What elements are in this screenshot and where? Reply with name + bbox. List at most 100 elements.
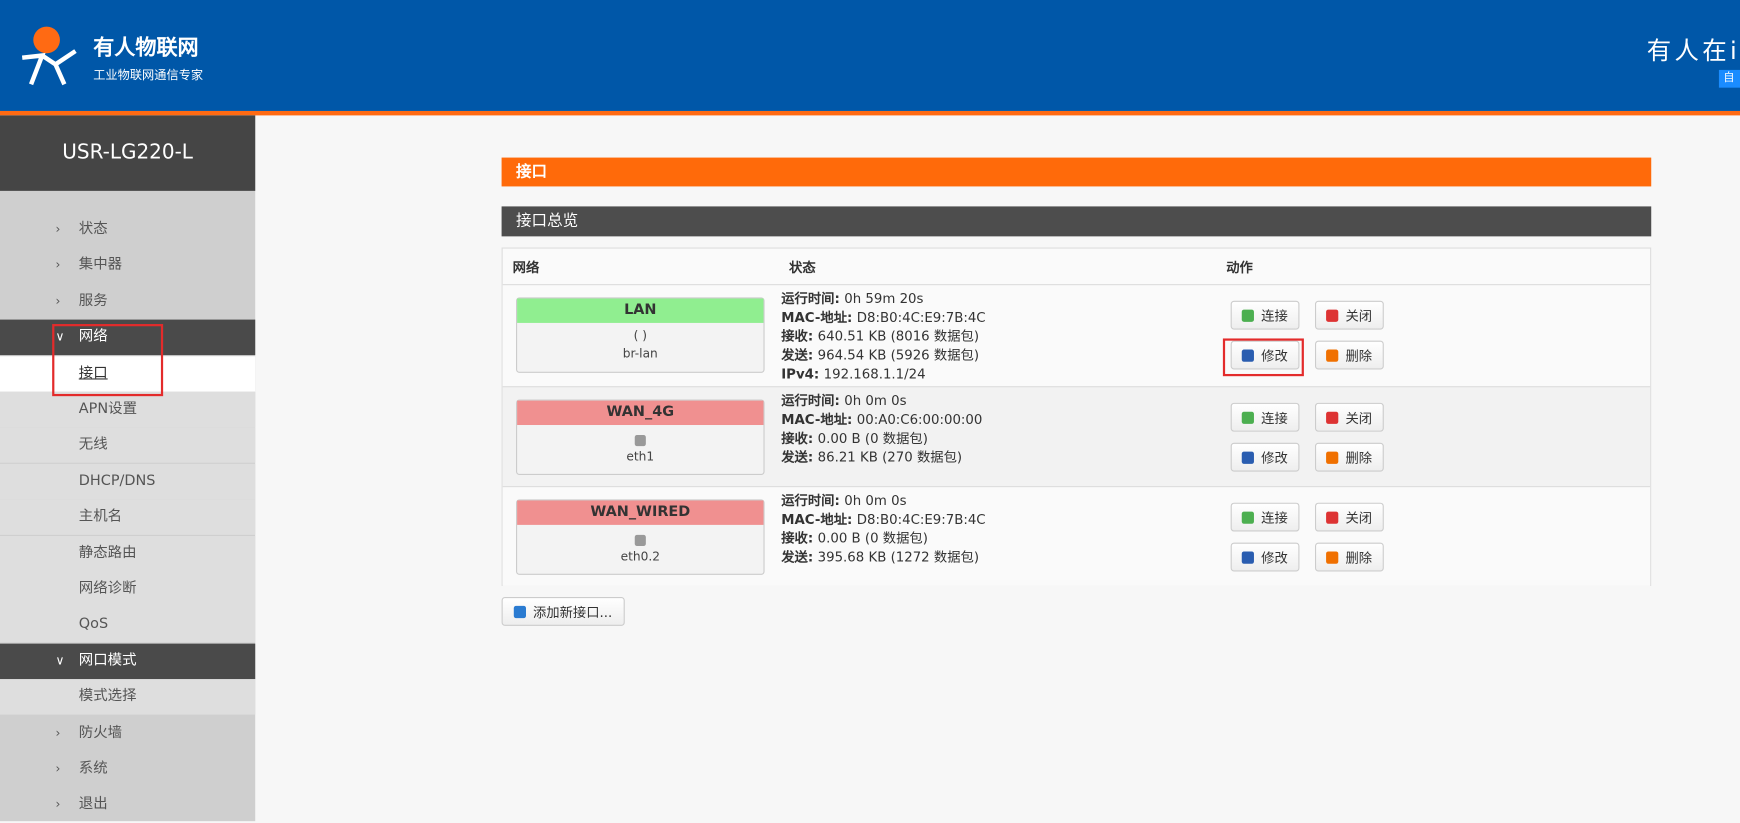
menu-label: APN设置 (78, 400, 138, 418)
menu-item[interactable]: › 退出 (0, 787, 255, 823)
action-button[interactable]: 关闭 (1314, 300, 1384, 330)
add-interface-button[interactable]: 添加新接口... (501, 597, 625, 626)
status-line: IPv4: 192.168.1.1/24 (781, 365, 985, 384)
status-key: MAC-地址: (781, 511, 853, 528)
status-line: 运行时间: 0h 0m 0s (781, 492, 985, 511)
button-icon (1326, 411, 1339, 424)
status-value: 0h 59m 20s (844, 290, 924, 307)
status-key: IPv4: (781, 366, 820, 382)
menu-item[interactable]: 接口 (0, 355, 256, 392)
menu-item[interactable]: QoS (0, 607, 256, 643)
interface-icon (634, 435, 646, 447)
menu-item[interactable]: 模式选择 (0, 679, 256, 715)
button-label: 连接 (1261, 510, 1288, 526)
status-line: 接收: 0.00 B (0 数据包) (781, 429, 982, 448)
button-label: 修改 (1261, 450, 1288, 467)
menu-label: 网络诊断 (78, 580, 137, 598)
status-key: 运行时间: (781, 392, 840, 409)
button-icon (1242, 349, 1255, 362)
menu-label: DHCP/DNS (78, 472, 156, 490)
menu-item[interactable]: › 状态 (0, 212, 255, 248)
button-label: 连接 (1261, 410, 1288, 427)
menu-label: 网口模式 (78, 652, 137, 669)
button-label: 删除 (1345, 450, 1373, 467)
table-header: 状态 (788, 259, 816, 276)
interface-name: WAN_WIRED (517, 500, 764, 525)
menu-item[interactable]: 无线 (0, 427, 256, 464)
menu-label: 服务 (78, 292, 108, 310)
status-value: 86.21 KB (270 数据包) (817, 449, 963, 465)
action-button[interactable]: 删除 (1314, 542, 1384, 572)
status-value: 0.00 B (0 数据包) (817, 530, 928, 546)
menu-item[interactable]: › 集中器 (0, 248, 255, 284)
status-value: 0.00 B (0 数据包) (817, 430, 928, 447)
page-title: 接口 (501, 157, 1652, 187)
button-label: 修改 (1261, 550, 1288, 566)
button-icon (1242, 551, 1255, 564)
status-value: 964.54 KB (5926 数据包) (817, 347, 980, 363)
button-icon (1242, 411, 1255, 424)
interface-box: WAN_4G eth1 (516, 399, 765, 475)
menu-item[interactable]: 静态路由 (0, 535, 256, 572)
status-value: D8:B0:4C:E9:7B:4C (856, 511, 986, 528)
action-button[interactable]: 删除 (1314, 340, 1384, 370)
action-button[interactable]: 关闭 (1314, 402, 1384, 432)
action-button[interactable]: 连接 (1230, 502, 1300, 532)
menu-item[interactable]: 网络诊断 (0, 571, 256, 608)
status-key: 接收: (781, 328, 814, 345)
action-button[interactable]: 修改 (1230, 442, 1300, 472)
status: 运行时间: 0h 0m 0s MAC-地址: 00:A0:C6:00:00:00 接收:… (781, 392, 982, 467)
menu-item[interactable]: › 系统 (0, 751, 255, 787)
menu-item[interactable]: APN设置 (0, 391, 256, 428)
menu-item[interactable]: ∨ 网口模式 (0, 643, 256, 679)
menu-arrow: › (55, 293, 61, 309)
status: 运行时间: 0h 0m 0s MAC-地址: D8:B0:4C:E9:7B:4C 接收:… (781, 492, 985, 567)
action-button[interactable]: 连接 (1230, 402, 1300, 432)
status-line: 发送: 395.68 KB (1272 数据包) (781, 548, 985, 567)
button-label: 修改 (1261, 348, 1288, 364)
menu-label: 退出 (78, 796, 108, 813)
status-value: 192.168.1.1/24 (823, 366, 926, 382)
menu-item[interactable]: › 防火墙 (0, 715, 255, 751)
status-line: MAC-地址: D8:B0:4C:E9:7B:4C (781, 308, 985, 327)
status-line: MAC-地址: D8:B0:4C:E9:7B:4C (781, 510, 985, 529)
interface-device: eth1 (626, 449, 655, 464)
button-icon (1326, 309, 1339, 322)
highlight-box (52, 324, 164, 397)
status-line: 运行时间: 0h 0m 0s (781, 392, 982, 411)
menu-item[interactable]: 主机名 (0, 499, 256, 536)
add-label: 添加新接口... (532, 604, 613, 621)
action-button[interactable]: 修改 (1230, 542, 1300, 572)
button-label: 关闭 (1345, 510, 1373, 526)
menu-arrow: › (55, 761, 61, 776)
menu-item[interactable]: › 服务 (0, 284, 255, 320)
status-line: 发送: 964.54 KB (5926 数据包) (781, 346, 985, 365)
status-value: 0h 0m 0s (844, 392, 907, 409)
menu-item[interactable]: DHCP/DNS (0, 463, 256, 500)
menu-label: QoS (78, 616, 109, 633)
action-button[interactable]: 连接 (1230, 300, 1300, 330)
button-icon (1326, 511, 1339, 524)
status-line: 接收: 0.00 B (0 数据包) (781, 529, 985, 548)
header-badge[interactable]: 自 (1718, 69, 1740, 88)
status: 运行时间: 0h 59m 20s MAC-地址: D8:B0:4C:E9:7B:4C 接… (781, 290, 985, 384)
action-button[interactable]: 删除 (1314, 442, 1384, 472)
button-icon (1326, 451, 1339, 464)
interface-box: LAN ( ) br-lan (516, 297, 765, 373)
interface-name: WAN_4G (517, 400, 764, 426)
button-label: 关闭 (1345, 410, 1373, 427)
status-line: 发送: 86.21 KB (270 数据包) (781, 448, 982, 467)
status-value: 00:A0:C6:00:00:00 (856, 411, 983, 428)
menu-arrow: › (55, 725, 61, 740)
status-key: 发送: (781, 449, 814, 465)
action-button[interactable]: 关闭 (1314, 502, 1384, 532)
action-button[interactable]: 修改 (1230, 340, 1300, 370)
menu-label: 模式选择 (78, 688, 137, 705)
table-header: 网络 (512, 259, 540, 276)
status-line: 接收: 640.51 KB (8016 数据包) (781, 327, 985, 346)
status-line: 运行时间: 0h 59m 20s (781, 290, 985, 309)
menu-label: 无线 (78, 436, 108, 454)
menu-arrow: › (55, 221, 61, 237)
